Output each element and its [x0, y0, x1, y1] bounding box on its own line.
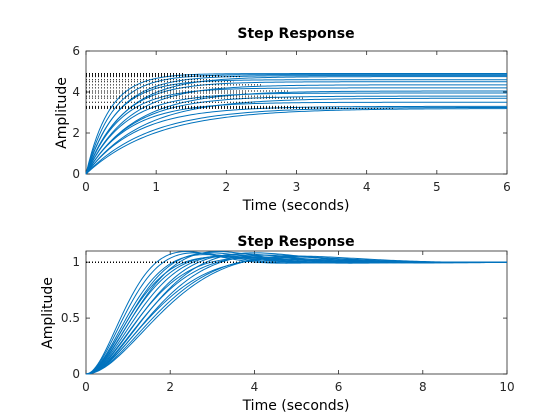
top-y-tick-label: 2	[72, 126, 80, 140]
top-x-tick-label: 0	[82, 180, 90, 194]
bottom-x-tick-label: 8	[419, 380, 427, 394]
top-x-tick-label: 3	[293, 180, 301, 194]
bottom-y-tick-label: 0	[72, 367, 80, 381]
top-series-line	[85, 73, 507, 175]
top-series-line	[85, 74, 507, 175]
top-series-line	[85, 106, 507, 175]
bottom-y-tick-label: 0.5	[61, 311, 80, 325]
bottom-x-ticks: 0 2 4 6 8 10	[82, 251, 515, 394]
bottom-series-group	[85, 251, 508, 375]
bottom-x-tick-label: 2	[166, 380, 174, 394]
top-series-line	[85, 101, 507, 175]
top-series-line	[85, 84, 507, 175]
top-series-line	[85, 81, 507, 175]
bottom-axes: Step Response Time (seconds) Amplitude 0…	[40, 234, 515, 414]
bottom-x-tick-label: 10	[499, 380, 514, 394]
top-series-line	[85, 87, 507, 175]
top-x-tick-label: 4	[363, 180, 371, 194]
bottom-y-axis-label: Amplitude	[40, 277, 56, 349]
top-x-tick-label: 1	[152, 180, 160, 194]
bottom-x-tick-label: 4	[251, 380, 259, 394]
bottom-x-tick-label: 0	[82, 380, 90, 394]
bottom-x-tick-label: 6	[335, 380, 343, 394]
top-y-tick-label: 6	[72, 44, 80, 58]
top-series-line	[85, 108, 508, 175]
top-x-tick-label: 5	[433, 180, 441, 194]
top-y-tick-label: 0	[72, 167, 80, 181]
top-series-line	[85, 76, 507, 175]
top-plot-area	[85, 50, 508, 175]
top-series-group	[85, 73, 508, 175]
top-series-line	[85, 97, 507, 175]
bottom-y-tick-label: 1	[72, 255, 80, 269]
bottom-x-axis-label: Time (seconds)	[242, 398, 350, 414]
top-series-line	[85, 95, 507, 175]
top-y-axis-label: Amplitude	[54, 77, 70, 149]
top-series-line	[85, 92, 507, 175]
bottom-chart-title: Step Response	[237, 234, 354, 250]
top-series-line	[85, 75, 507, 175]
top-x-tick-label: 2	[223, 180, 231, 194]
top-chart-title: Step Response	[237, 26, 354, 42]
top-series-line	[85, 90, 507, 175]
bottom-series-line	[85, 255, 507, 375]
top-axes: Step Response Time (seconds) Amplitude 0…	[54, 26, 511, 214]
top-x-tick-label: 6	[503, 180, 511, 194]
top-y-tick-label: 4	[72, 85, 80, 99]
top-x-axis-label: Time (seconds)	[242, 198, 350, 214]
bottom-plot-area	[85, 250, 508, 375]
top-series-line	[85, 79, 507, 175]
